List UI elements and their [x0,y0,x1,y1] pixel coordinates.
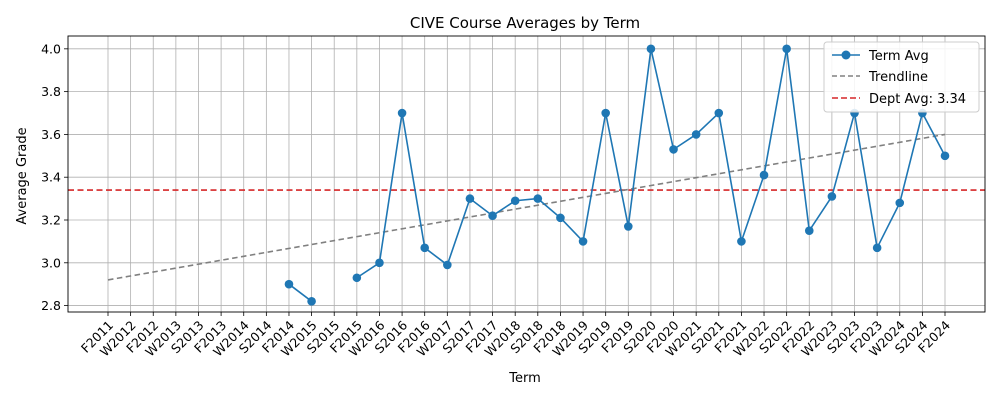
y-tick-label: 3.4 [41,170,61,185]
data-point [782,44,791,54]
legend-term-avg-marker [841,50,851,60]
y-tick-label: 3.6 [41,127,61,142]
trendline [107,133,946,281]
data-point [940,151,950,161]
y-axis-label: Average Grade [15,127,30,224]
plot-frame [67,35,986,313]
data-point [872,243,882,253]
legend-term-avg-label: Term Avg [868,49,929,64]
series-segment [288,283,313,302]
data-point [759,170,769,180]
y-axis-ticks: 2.8 3.0 3.2 3.4 3.6 3.8 4.0 [41,41,68,313]
data-point [465,194,475,203]
y-tick-label: 3.8 [41,84,61,99]
data-point [827,192,837,201]
data-point [714,108,724,118]
y-tick-label: 3.0 [41,255,61,270]
data-point [737,237,746,246]
data-point [307,297,316,306]
data-point [601,108,610,118]
data-point [623,222,633,231]
data-point [669,145,678,154]
legend: Term Avg Trendline Dept Avg: 3.34 [823,41,980,113]
data-point [284,279,294,289]
data-point [488,211,497,221]
data-point [420,243,430,253]
data-point [375,258,384,268]
data-point [804,226,814,235]
x-axis-label: Term [508,371,541,386]
data-point [397,108,407,118]
data-point [510,196,520,206]
legend-box [823,41,980,113]
legend-dept-avg-label: Dept Avg: 3.34 [869,92,966,107]
data-point [646,44,656,54]
y-tick-label: 2.8 [41,298,61,313]
data-point [443,260,452,270]
data-point [352,273,362,283]
legend-trendline-label: Trendline [868,70,928,85]
data-point [895,198,905,208]
y-tick-label: 4.0 [41,41,61,56]
data-point [578,237,588,246]
data-point [556,213,565,223]
y-tick-label: 3.2 [41,213,61,228]
chart-title: CIVE Course Averages by Term [410,14,640,32]
data-point [533,194,543,203]
data-point [691,130,701,139]
series-term-avg-points [284,44,950,306]
